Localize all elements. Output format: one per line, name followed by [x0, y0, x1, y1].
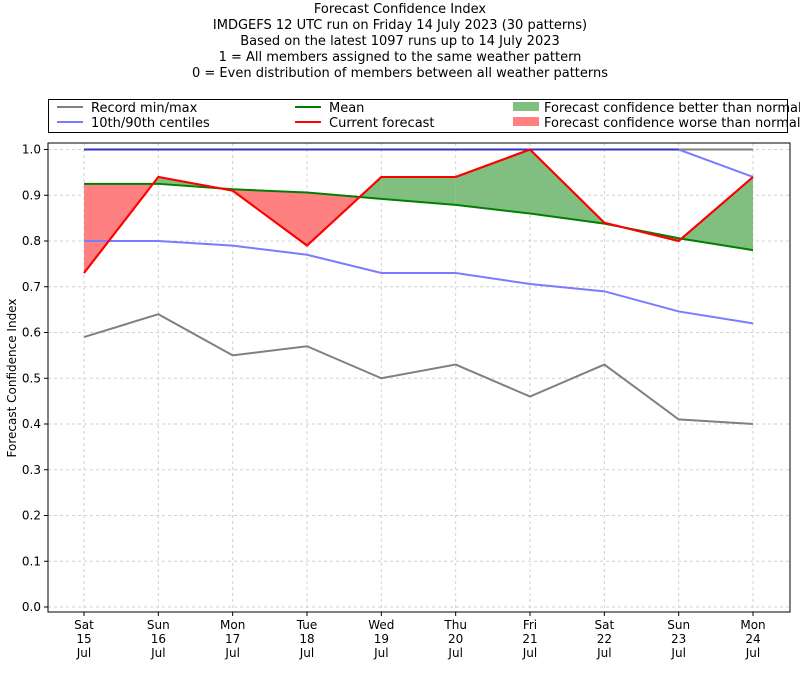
legend-item-current: Current forecast [295, 116, 435, 132]
chart-title: Forecast Confidence Index [313, 2, 487, 17]
confidence-fills [84, 149, 753, 274]
series-line-record-min [83, 313, 754, 425]
x-tick-label-day: Tue [296, 618, 318, 632]
x-tick-label-date: 15 [76, 632, 91, 646]
fill-better-than-normal [455, 149, 530, 214]
legend-item-mean: Mean [295, 101, 364, 117]
series-line-current-forecast [83, 148, 754, 274]
x-tick-label-day: Mon [220, 618, 245, 632]
x-tick-label-date: 23 [671, 632, 686, 646]
x-tick-label-month: Jul [76, 646, 91, 660]
legend-label-record: Record min/max [91, 101, 198, 116]
y-tick-label: 1.0 [22, 143, 41, 157]
y-tick-label: 0.0 [22, 600, 41, 614]
y-tick-label: 0.1 [22, 554, 41, 568]
y-tick-label: 0.8 [22, 234, 41, 248]
x-tick-label-date: 17 [225, 632, 240, 646]
x-tick-label-date: 20 [448, 632, 463, 646]
x-tick-label-date: 16 [151, 632, 166, 646]
legend-item-record: Record min/max [57, 101, 197, 117]
chart-legend: Record min/max 10th/90th centiles Mean C… [48, 99, 800, 133]
x-tick-label-month: Jul [150, 646, 165, 660]
y-tick-label: 0.5 [22, 371, 41, 385]
legend-swatch-better [513, 102, 539, 111]
legend-swatch-centiles [57, 120, 83, 123]
y-axis-label: Forecast Confidence Index [5, 299, 19, 458]
x-tick-label-month: Jul [670, 646, 685, 660]
x-tick-label-date: 19 [374, 632, 389, 646]
x-axis-ticks: Sat15JulSun16JulMon17JulTue18JulWed19Jul… [74, 612, 766, 660]
chart-subtitle-2: Based on the latest 1097 runs up to 14 J… [240, 34, 560, 49]
legend-item-centiles: 10th/90th centiles [57, 116, 210, 132]
x-tick-label-month: Jul [373, 646, 388, 660]
x-tick-label-month: Jul [224, 646, 239, 660]
x-tick-label-date: 24 [745, 632, 760, 646]
series-line-90th-centile [84, 148, 754, 178]
x-tick-label-month: Jul [745, 646, 760, 660]
legend-label-centiles: 10th/90th centiles [91, 116, 210, 131]
legend-item-better: Forecast confidence better than normal [513, 101, 800, 117]
plot-frame [47, 142, 791, 613]
x-tick-label-date: 22 [597, 632, 612, 646]
fill-better-than-normal [681, 176, 753, 251]
y-tick-label: 0.3 [22, 463, 41, 477]
x-tick-label-month: Jul [447, 646, 462, 660]
legend-swatch-mean [295, 105, 321, 108]
series-line-10th-centile [84, 240, 754, 325]
legend-label-mean: Mean [329, 101, 365, 116]
y-tick-label: 0.9 [22, 188, 41, 202]
x-tick-label-day: Sat [74, 618, 94, 632]
y-axis-ticks: 0.0 0.1 0.2 0.3 0.4 0.5 0.6 0.7 0.8 0.9 1.0 [22, 143, 48, 614]
x-tick-label-day: Wed [368, 618, 394, 632]
y-tick-label: 0.4 [22, 417, 41, 431]
x-tick-label-day: Thu [443, 618, 467, 632]
x-tick-label-day: Sat [594, 618, 614, 632]
y-tick-label: 0.2 [22, 509, 41, 523]
chart-title-block: Forecast Confidence Index IMDGEFS 12 UTC… [0, 2, 800, 82]
legend-label-better: Forecast confidence better than normal [544, 101, 800, 116]
grid-lines [48, 143, 790, 612]
x-tick-label-date: 18 [299, 632, 314, 646]
x-tick-label-day: Mon [740, 618, 765, 632]
series-lines [83, 148, 754, 425]
legend-item-worse: Forecast confidence worse than normal [513, 116, 800, 132]
legend-label-current: Current forecast [329, 116, 435, 131]
chart-subtitle-3: 1 = All members assigned to the same wea… [218, 50, 582, 65]
x-tick-label-month: Jul [299, 646, 314, 660]
legend-swatch-current [295, 120, 321, 123]
legend-swatch-worse [513, 117, 539, 126]
fill-better-than-normal [381, 176, 456, 205]
x-tick-label-date: 21 [522, 632, 537, 646]
y-tick-label: 0.7 [22, 280, 41, 294]
x-tick-label-day: Sun [147, 618, 170, 632]
x-tick-label-day: Sun [667, 618, 690, 632]
legend-label-worse: Forecast confidence worse than normal [544, 116, 800, 131]
y-tick-label: 0.6 [22, 326, 41, 340]
chart-subtitle-4: 0 = Even distribution of members between… [191, 66, 609, 81]
x-tick-label-day: Fri [523, 618, 537, 632]
x-tick-label-month: Jul [522, 646, 537, 660]
series-line-current-forecast-top [83, 148, 754, 274]
chart-subtitle-1: IMDGEFS 12 UTC run on Friday 14 July 202… [212, 18, 588, 33]
x-tick-label-month: Jul [596, 646, 611, 660]
legend-swatch-record [57, 105, 83, 108]
